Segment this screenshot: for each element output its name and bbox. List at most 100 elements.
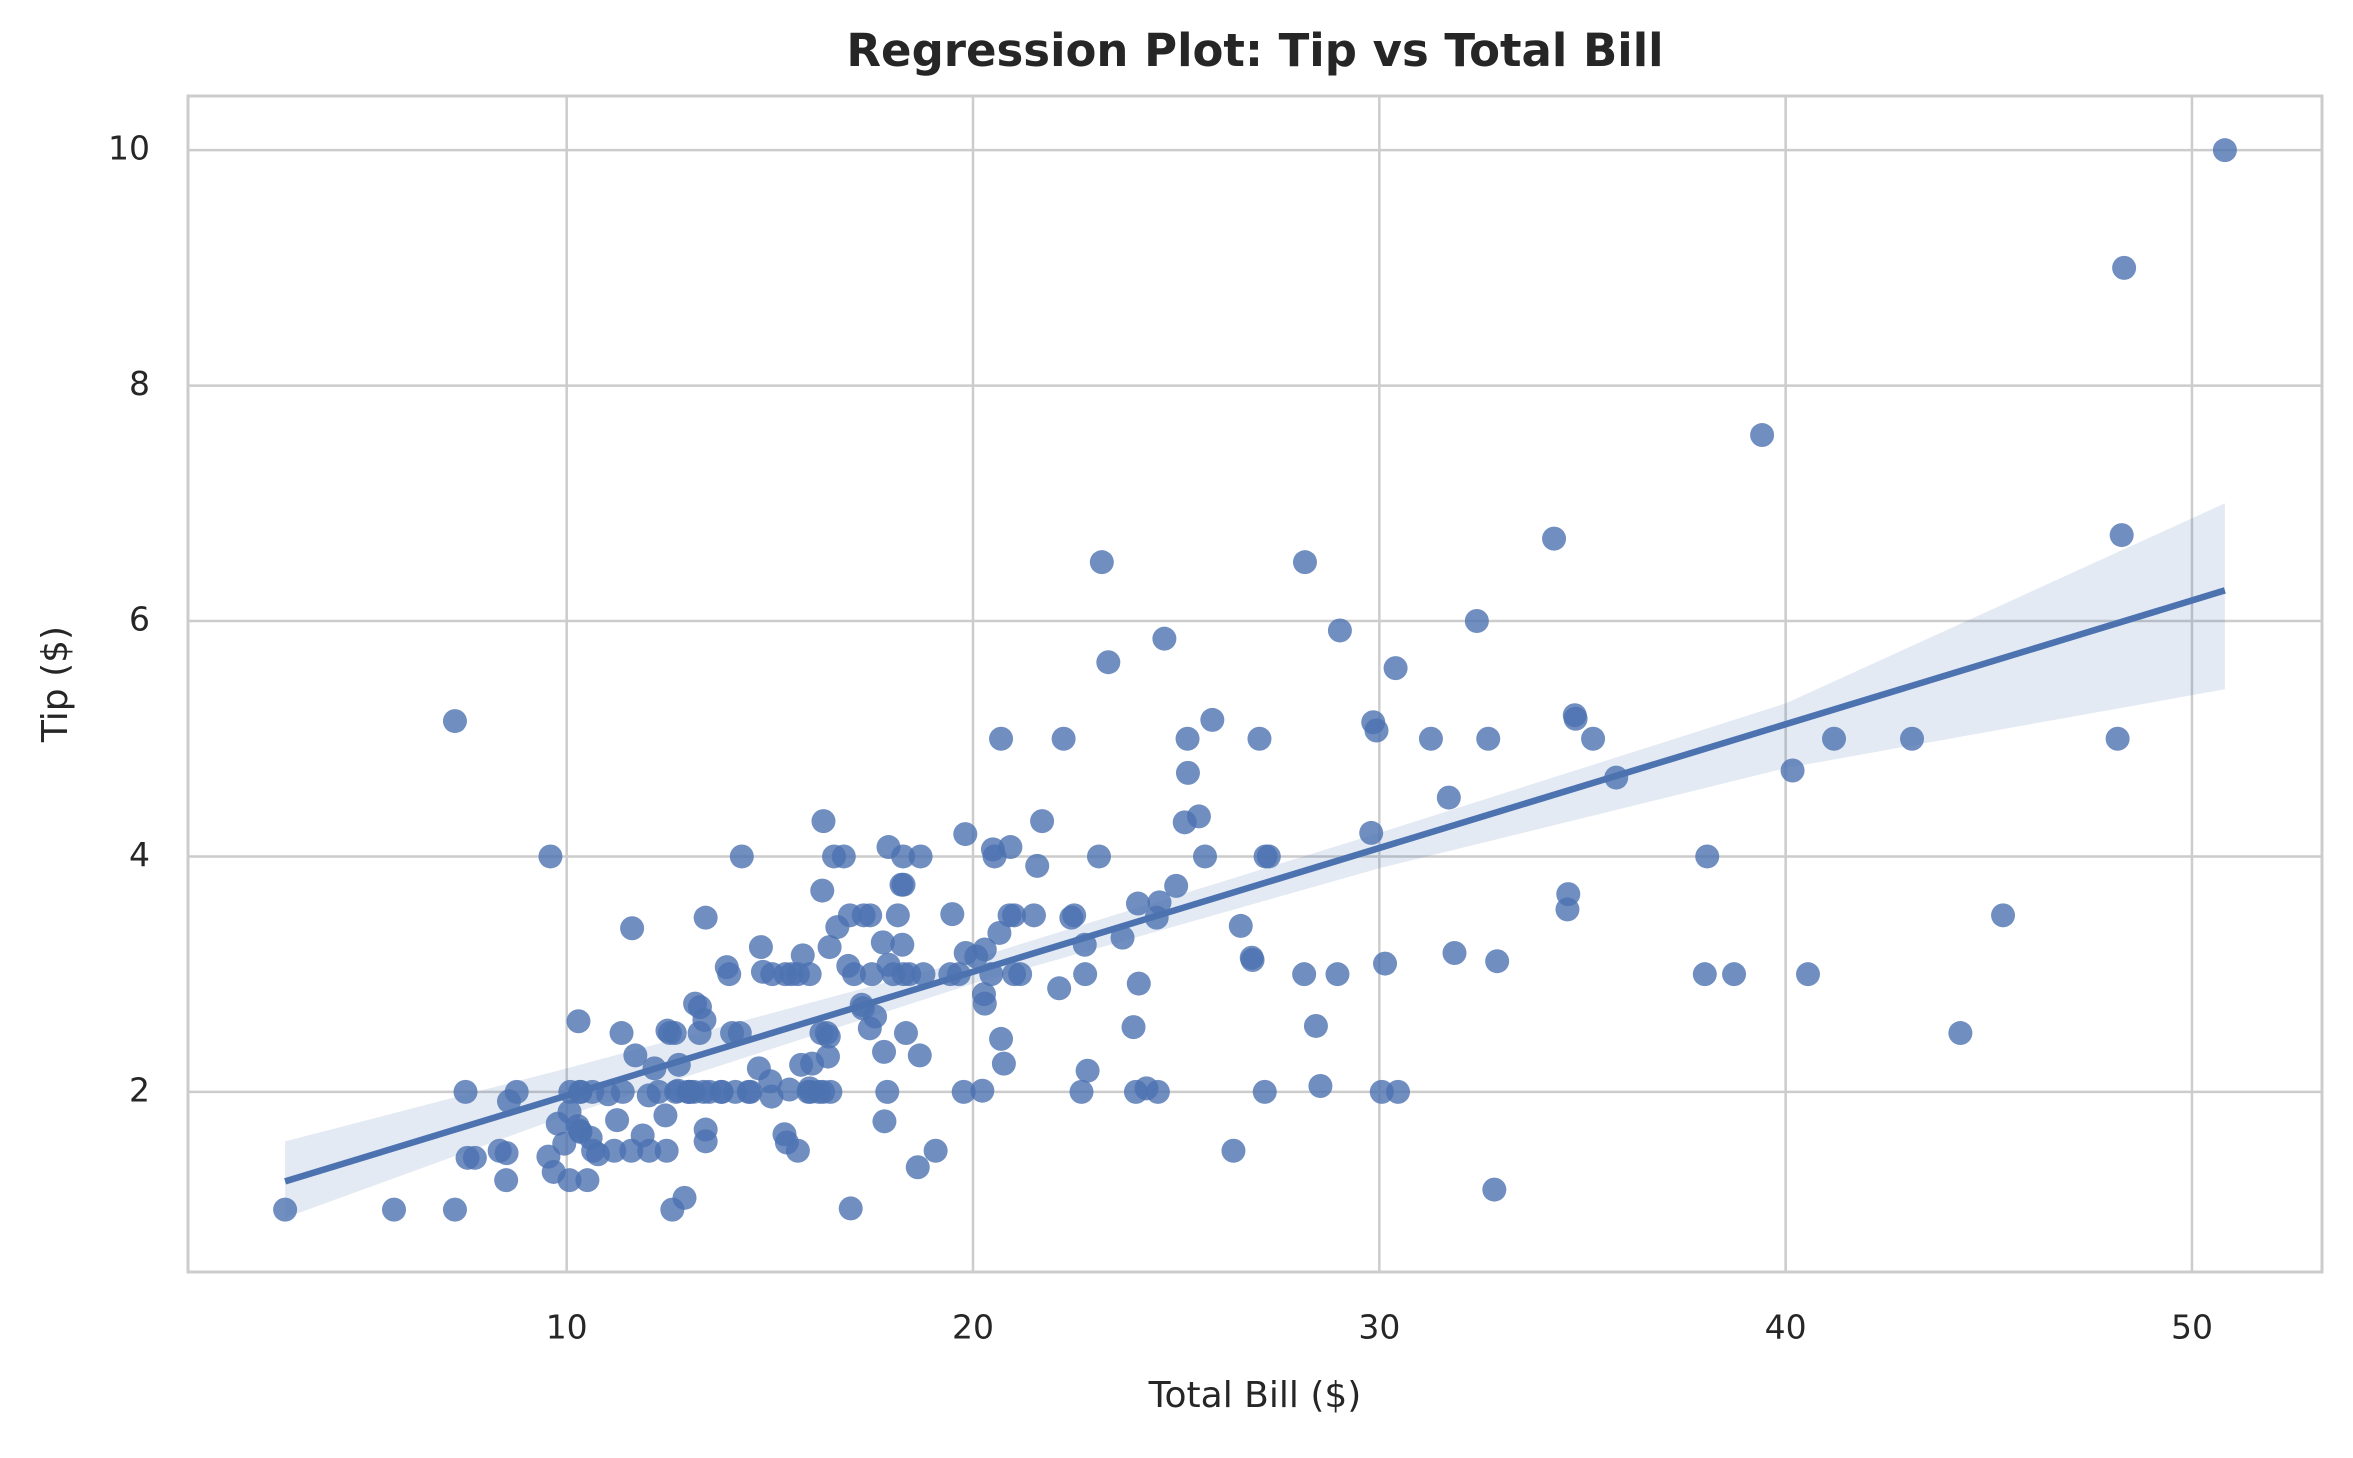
- x-tick-label: 40: [1765, 1308, 1807, 1347]
- data-point: [748, 935, 773, 960]
- data-point: [1047, 976, 1072, 1001]
- x-tick-label: 20: [952, 1308, 994, 1347]
- data-point: [1303, 1013, 1328, 1038]
- data-point: [987, 920, 1012, 945]
- data-point: [1292, 550, 1317, 575]
- data-point: [1152, 626, 1177, 651]
- data-point: [693, 1129, 718, 1154]
- data-point: [1175, 760, 1200, 785]
- data-point: [2212, 138, 2237, 163]
- data-point: [746, 1056, 771, 1081]
- data-point: [1369, 1079, 1394, 1104]
- data-point: [1464, 609, 1489, 634]
- y-tick-label: 4: [129, 835, 150, 874]
- x-tick-label: 10: [546, 1308, 588, 1347]
- data-point: [807, 1079, 832, 1104]
- data-point: [273, 1197, 298, 1222]
- y-tick-label: 6: [129, 600, 150, 639]
- data-point: [838, 1196, 863, 1221]
- data-point: [951, 1079, 976, 1104]
- data-point: [697, 1079, 722, 1104]
- data-point: [1123, 1079, 1148, 1104]
- data-point: [1256, 844, 1281, 869]
- data-point: [911, 962, 936, 987]
- data-point: [885, 903, 910, 928]
- data-point: [1563, 706, 1588, 731]
- data-point: [1780, 758, 1805, 783]
- data-point: [2109, 523, 2134, 548]
- data-point: [1073, 962, 1098, 987]
- y-axis-label: Tip ($): [35, 626, 76, 743]
- data-point: [1292, 962, 1317, 987]
- data-point: [1482, 1177, 1507, 1202]
- data-point: [653, 1103, 678, 1128]
- data-point: [1021, 903, 1046, 928]
- data-point: [2112, 255, 2137, 280]
- data-point: [772, 1122, 797, 1147]
- data-point: [1025, 853, 1050, 878]
- data-point: [1485, 949, 1510, 974]
- data-point: [940, 902, 965, 927]
- data-point: [777, 1077, 802, 1102]
- data-point: [717, 962, 742, 987]
- data-point: [1900, 726, 1925, 751]
- x-tick-label: 50: [2171, 1308, 2213, 1347]
- data-point: [1175, 726, 1200, 751]
- data-point: [991, 1051, 1016, 1076]
- data-point: [809, 1021, 834, 1046]
- data-point: [693, 905, 718, 930]
- data-point: [1722, 962, 1747, 987]
- data-point: [815, 1044, 840, 1069]
- data-point: [872, 1109, 897, 1134]
- data-point: [1110, 925, 1135, 950]
- data-point: [610, 1079, 635, 1104]
- data-point: [875, 1079, 900, 1104]
- data-point: [1373, 951, 1398, 976]
- data-point: [1200, 707, 1225, 732]
- x-tick-label: 30: [1358, 1308, 1400, 1347]
- data-point: [811, 809, 836, 834]
- y-tick-label: 10: [108, 129, 150, 168]
- data-point: [891, 844, 916, 869]
- data-point: [890, 932, 915, 957]
- data-point: [858, 903, 883, 928]
- data-point: [1991, 903, 2016, 928]
- data-point: [720, 1021, 745, 1046]
- y-tick-label: 2: [129, 1070, 150, 1109]
- data-point: [496, 1089, 521, 1114]
- data-point: [1002, 962, 1027, 987]
- data-point: [1327, 618, 1352, 643]
- data-point: [1359, 820, 1384, 845]
- data-point: [1542, 526, 1567, 551]
- data-point: [1089, 550, 1114, 575]
- data-point: [841, 962, 866, 987]
- axes-frame: [186, 94, 2324, 1274]
- data-point: [964, 944, 989, 969]
- data-point: [494, 1168, 519, 1193]
- data-point: [620, 916, 645, 941]
- regression-line: [284, 587, 2226, 1185]
- data-point: [1221, 1138, 1246, 1163]
- data-point: [557, 1168, 582, 1193]
- data-point: [1695, 844, 1720, 869]
- data-point: [872, 1039, 897, 1064]
- data-point: [1822, 726, 1847, 751]
- data-point: [575, 1168, 600, 1193]
- data-point: [729, 844, 754, 869]
- data-point: [1436, 785, 1461, 810]
- data-point: [810, 878, 835, 903]
- data-point: [1252, 1079, 1277, 1104]
- data-point: [907, 1043, 932, 1068]
- data-point: [1308, 1074, 1333, 1099]
- data-point: [817, 935, 842, 960]
- data-point: [870, 930, 895, 955]
- data-point: [566, 1009, 591, 1034]
- data-point: [1121, 1015, 1146, 1040]
- data-point: [989, 1026, 1014, 1051]
- data-point: [923, 1138, 948, 1163]
- data-point: [676, 1079, 701, 1104]
- data-point: [1086, 844, 1111, 869]
- data-point: [662, 1021, 687, 1046]
- data-point: [1164, 873, 1189, 898]
- confidence-band: [285, 503, 2225, 1218]
